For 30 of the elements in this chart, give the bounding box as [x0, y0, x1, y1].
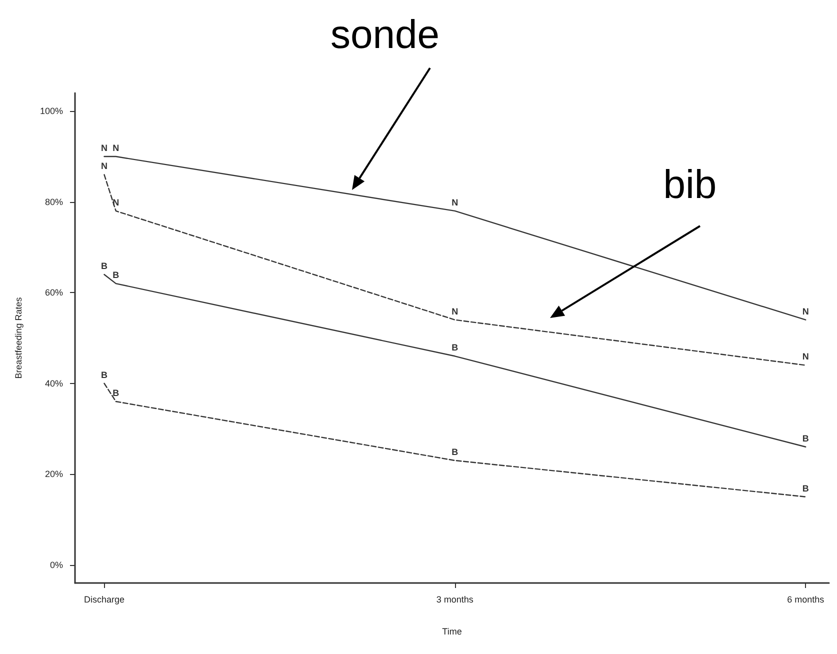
y-tick-label: 20% [44, 469, 63, 480]
line-series [104, 382, 806, 498]
x-axis-title: Time [442, 626, 462, 636]
series-label: B [112, 270, 120, 280]
annotation: bib [662, 163, 718, 207]
text: B [802, 483, 809, 494]
text: N [452, 197, 458, 208]
series-label: N [802, 306, 809, 316]
text: sonde [330, 13, 440, 57]
text: N [802, 352, 809, 362]
y-axis-title: Breastfeeding Rates [14, 296, 24, 379]
text: N [100, 161, 108, 172]
y-tick-label: 100% [40, 106, 63, 116]
x-tick-label: 6 months [787, 594, 825, 604]
text: B [100, 370, 108, 380]
y-tick-label: 80% [44, 196, 63, 207]
y-tick-label: 60% [44, 288, 63, 298]
x-tick-label: Discharge [84, 594, 124, 604]
text: B [802, 433, 809, 444]
series-label: B [112, 388, 120, 398]
x-tick-label: 3 months [436, 594, 474, 604]
text: B [452, 342, 458, 353]
line-series [104, 274, 806, 448]
y-tick-label: 0% [50, 560, 63, 570]
y-tick-label: 40% [44, 378, 63, 388]
text: N [452, 306, 458, 316]
text: B [452, 447, 458, 457]
text: B [100, 260, 108, 271]
text: N [112, 143, 120, 154]
text: N [100, 143, 108, 154]
